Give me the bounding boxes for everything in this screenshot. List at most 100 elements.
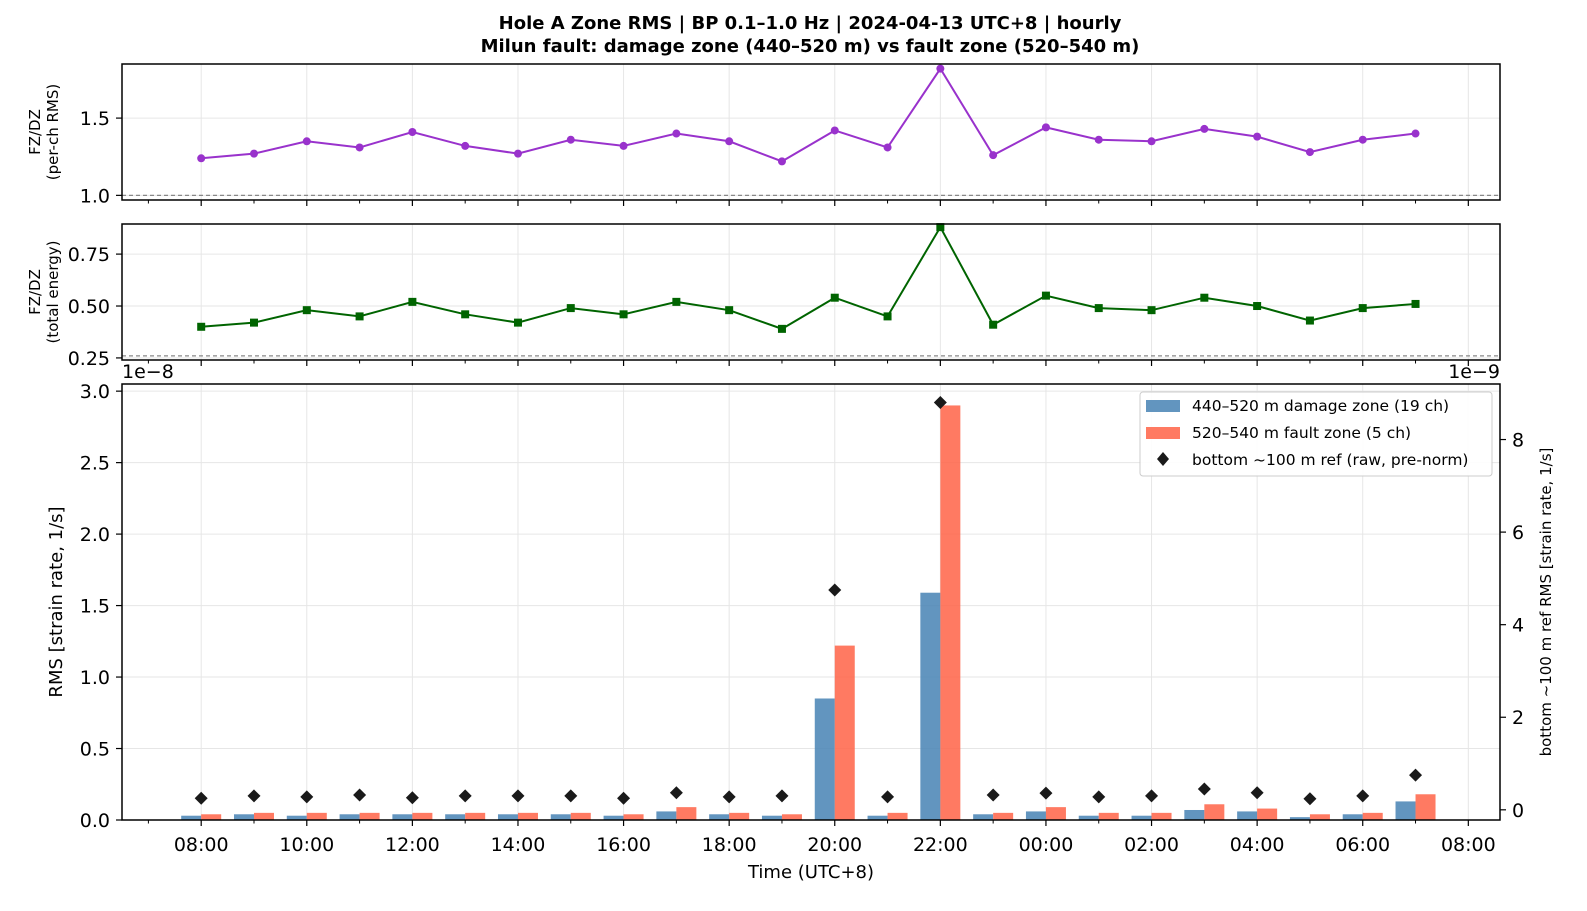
data-point <box>1094 135 1103 144</box>
damage-zone-bar <box>920 592 941 820</box>
reference-marker <box>775 789 789 803</box>
data-point <box>830 126 839 135</box>
reference-marker <box>881 790 895 804</box>
data-point <box>883 312 892 321</box>
reference-marker <box>933 396 947 410</box>
reference-marker <box>511 789 525 803</box>
reference-marker <box>458 789 472 803</box>
reference-marker <box>564 789 578 803</box>
data-point <box>1411 299 1420 308</box>
data-point <box>1094 304 1103 313</box>
y2-tick-label: 6 <box>1512 522 1524 544</box>
data-point <box>355 143 364 152</box>
y2-tick-label: 2 <box>1512 707 1524 729</box>
data-point <box>197 322 206 331</box>
x-tick-label: 12:00 <box>385 834 440 856</box>
data-point <box>566 135 575 144</box>
data-point <box>513 318 522 327</box>
fault-zone-bar <box>781 814 802 820</box>
x-axis-label: Time (UTC+8) <box>747 862 874 883</box>
fault-zone-bar <box>359 812 380 820</box>
fault-zone-bar <box>1362 812 1383 820</box>
data-point <box>197 154 206 163</box>
fault-zone-bar <box>834 645 855 820</box>
y-tick-label: 3.0 <box>80 381 110 403</box>
reference-marker <box>986 788 1000 802</box>
data-point <box>1147 306 1156 315</box>
reference-marker <box>247 789 261 803</box>
x-tick-label: 04:00 <box>1230 834 1285 856</box>
reference-marker <box>722 790 736 804</box>
reference-marker <box>1303 792 1317 806</box>
data-point <box>461 310 470 319</box>
data-point <box>619 141 628 150</box>
data-point <box>883 143 892 152</box>
left-offset-label: 1e−8 <box>122 361 174 383</box>
data-point <box>408 297 417 306</box>
x-tick-label: 06:00 <box>1335 834 1390 856</box>
data-point <box>725 306 734 315</box>
reference-marker <box>617 791 631 805</box>
damage-zone-bar <box>1184 809 1205 820</box>
ratio-rms-panel: 1.0 1.5 FZ/DZ (per-ch RMS) <box>26 63 1501 207</box>
data-point <box>777 324 786 333</box>
legend-swatch-fault-zone <box>1146 427 1180 439</box>
data-point <box>249 149 258 158</box>
data-point <box>566 304 575 313</box>
y-tick-label: 1.5 <box>80 596 110 618</box>
fault-zone-bar <box>412 812 433 820</box>
x-tick-label: 14:00 <box>491 834 546 856</box>
data-point <box>989 320 998 329</box>
fault-zone-bar <box>1257 808 1278 820</box>
legend-label: 440–520 m damage zone (19 ch) <box>1192 397 1449 415</box>
y-axis-label: FZ/DZ <box>26 269 44 315</box>
axes-frame <box>121 63 1501 201</box>
damage-zone-bar <box>181 815 202 820</box>
data-point <box>461 141 470 150</box>
x-tick-label: 02:00 <box>1124 834 1179 856</box>
damage-zone-bar <box>709 814 730 820</box>
legend: 440–520 m damage zone (19 ch) 520–540 m f… <box>1139 391 1493 477</box>
data-point <box>355 312 364 321</box>
data-point <box>1253 302 1262 311</box>
damage-zone-bar <box>1078 815 1099 820</box>
reference-marker <box>353 788 367 802</box>
y-tick-label: 0.0 <box>80 810 110 832</box>
x-tick-label: 08:00 <box>174 834 229 856</box>
y-tick-label: 0.75 <box>68 244 110 266</box>
fault-zone-bar <box>306 812 327 820</box>
data-point <box>1305 316 1314 325</box>
data-point <box>1041 291 1050 300</box>
data-point <box>672 297 681 306</box>
fault-zone-bar <box>253 812 274 820</box>
data-point <box>619 310 628 319</box>
reference-marker <box>1197 782 1211 796</box>
data-point <box>1200 124 1209 133</box>
data-point <box>1253 132 1262 141</box>
fault-zone-bar <box>1045 807 1066 820</box>
reference-marker <box>828 583 842 597</box>
x-tick-label: 10:00 <box>279 834 334 856</box>
reference-marker <box>1039 786 1053 800</box>
damage-zone-bar <box>656 811 677 820</box>
reference-marker <box>300 790 314 804</box>
y-tick-label: 0.5 <box>80 739 110 761</box>
y2-tick-label: 0 <box>1512 800 1524 822</box>
data-point <box>302 137 311 146</box>
data-point <box>672 129 681 138</box>
data-point <box>302 306 311 315</box>
figure-title-line2: Milun fault: damage zone (440–520 m) vs … <box>481 36 1140 57</box>
damage-zone-bar <box>814 698 835 820</box>
damage-zone-bar <box>1025 811 1046 820</box>
legend-swatch-damage-zone <box>1146 400 1180 412</box>
y-axis-label: FZ/DZ <box>26 109 44 155</box>
x-tick-label: 20:00 <box>807 834 862 856</box>
data-point <box>1305 148 1314 157</box>
damage-zone-bar <box>497 814 518 820</box>
data-point <box>408 128 417 136</box>
damage-zone-bar <box>286 815 307 820</box>
legend-label: bottom ~100 m ref (raw, pre-norm) <box>1192 451 1468 469</box>
damage-zone-bar <box>867 815 888 820</box>
reference-marker <box>1409 768 1423 782</box>
fault-zone-bar <box>465 812 486 820</box>
